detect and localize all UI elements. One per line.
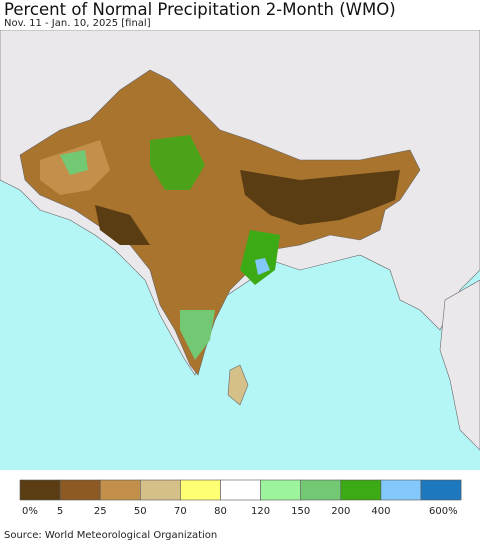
legend-swatch [140, 479, 181, 501]
legend-swatch [300, 479, 342, 501]
legend-label: 50 [134, 506, 147, 517]
legend-label: 80 [214, 506, 227, 517]
dry-area [95, 205, 150, 245]
legend-swatch [220, 479, 261, 501]
legend-swatch [420, 479, 462, 501]
legend-label: 400 [371, 506, 390, 517]
source: Source: World Meteorological Organizatio… [4, 530, 218, 541]
legend-swatch [59, 479, 101, 501]
india-region [19, 69, 421, 376]
legend-label: 120 [251, 506, 270, 517]
very-wet-area [255, 258, 270, 275]
legend-swatch [260, 479, 302, 501]
map-subtitle: Nov. 11 - Jan. 10, 2025 [final] [4, 18, 151, 29]
legend-swatch [380, 479, 422, 501]
map-title: Percent of Normal Precipitation 2-Month … [4, 0, 396, 19]
wet-area [240, 230, 280, 285]
dry-area [240, 170, 400, 225]
legend-label: 25 [94, 506, 107, 517]
legend-swatch [340, 479, 382, 501]
legend-label: 150 [291, 506, 310, 517]
legend-label: 70 [174, 506, 187, 517]
legend-label: 0% [22, 506, 38, 517]
legend: 0% 5 25 50 70 80 120 150 200 400 600% [19, 479, 462, 517]
legend-label: 600% [429, 506, 458, 517]
wet-area [60, 150, 88, 175]
legend-label: 5 [57, 506, 63, 517]
wet-area [150, 135, 205, 190]
legend-swatch [99, 479, 141, 501]
legend-label: 200 [331, 506, 350, 517]
map [0, 30, 480, 470]
legend-swatch [19, 479, 61, 501]
land-east [439, 279, 480, 451]
legend-swatch [180, 479, 221, 501]
wet-area [180, 310, 215, 360]
sri-lanka [227, 364, 249, 406]
